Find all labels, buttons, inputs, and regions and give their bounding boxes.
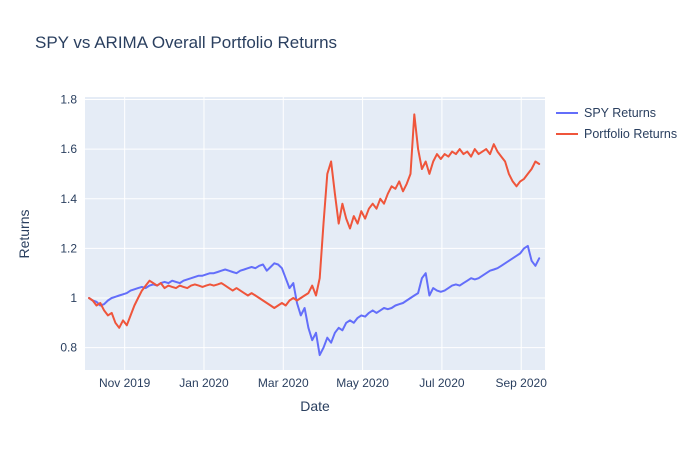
spy-line-swatch [556, 112, 578, 114]
y-tick-label: 1.4 [60, 192, 77, 206]
plot-area [85, 97, 545, 370]
x-tick-label: Jul 2020 [419, 376, 465, 390]
y-tick-label: 1.6 [60, 142, 77, 156]
y-tick-label: 1.2 [60, 241, 77, 255]
legend-item-portfolio-returns[interactable]: Portfolio Returns [556, 127, 677, 141]
legend-label-portfolio-returns: Portfolio Returns [584, 127, 678, 141]
y-axis-title: Returns [16, 209, 32, 259]
series-line-0 [88, 244, 541, 357]
y-tick-label: 1 [70, 291, 77, 305]
legend-item-spy-returns[interactable]: SPY Returns [556, 106, 677, 120]
x-tick-label: May 2020 [336, 376, 389, 390]
x-axis-title: Date [300, 398, 330, 414]
x-tick-label: Sep 2020 [496, 376, 548, 390]
x-tick-label: Jan 2020 [179, 376, 229, 390]
y-tick-label: 1.8 [60, 92, 77, 106]
series-line-1 [88, 113, 541, 329]
y-tick-label: 0.8 [60, 341, 77, 355]
legend-label-spy-returns: SPY Returns [584, 106, 657, 120]
chart-title: SPY vs ARIMA Overall Portfolio Returns [35, 33, 338, 52]
x-tick-label: Nov 2019 [99, 376, 151, 390]
x-tick-label: Mar 2020 [258, 376, 309, 390]
legend: SPY Returns Portfolio Returns [556, 106, 677, 141]
portfolio-line-swatch [556, 133, 578, 135]
